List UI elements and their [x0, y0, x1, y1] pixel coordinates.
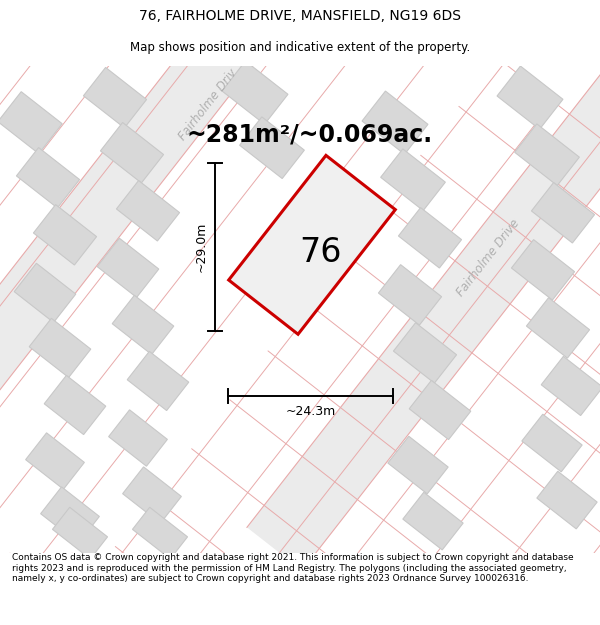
Polygon shape	[52, 508, 107, 559]
Polygon shape	[229, 156, 395, 334]
Polygon shape	[403, 492, 463, 550]
Polygon shape	[398, 208, 461, 268]
Polygon shape	[0, 0, 416, 409]
Polygon shape	[97, 238, 159, 298]
Polygon shape	[112, 295, 174, 354]
Polygon shape	[109, 410, 167, 466]
Text: ~29.0m: ~29.0m	[194, 222, 208, 272]
Text: Fairholme Drive: Fairholme Drive	[454, 217, 522, 299]
Polygon shape	[247, 0, 600, 571]
Text: ~24.3m: ~24.3m	[286, 406, 335, 419]
Polygon shape	[541, 356, 600, 416]
Polygon shape	[16, 148, 80, 208]
Polygon shape	[239, 117, 304, 179]
Polygon shape	[362, 91, 428, 154]
Polygon shape	[122, 467, 181, 523]
Polygon shape	[394, 322, 457, 383]
Polygon shape	[14, 263, 76, 322]
Polygon shape	[26, 433, 85, 489]
Text: Map shows position and indicative extent of the property.: Map shows position and indicative extent…	[130, 41, 470, 54]
Polygon shape	[515, 124, 580, 186]
Polygon shape	[127, 351, 189, 411]
Polygon shape	[34, 204, 97, 265]
Text: 76, FAIRHOLME DRIVE, MANSFIELD, NG19 6DS: 76, FAIRHOLME DRIVE, MANSFIELD, NG19 6DS	[139, 9, 461, 23]
Polygon shape	[497, 66, 563, 129]
Polygon shape	[133, 508, 188, 559]
Polygon shape	[537, 471, 597, 529]
Polygon shape	[0, 92, 62, 154]
Polygon shape	[388, 436, 448, 494]
Polygon shape	[526, 298, 590, 358]
Polygon shape	[379, 264, 442, 325]
Polygon shape	[44, 376, 106, 434]
Text: Fairholme Driv: Fairholme Driv	[176, 66, 240, 143]
Polygon shape	[532, 182, 595, 243]
Polygon shape	[409, 381, 471, 439]
Polygon shape	[100, 122, 164, 183]
Text: 76: 76	[299, 236, 341, 269]
Polygon shape	[83, 68, 146, 128]
Polygon shape	[511, 239, 575, 300]
Polygon shape	[116, 181, 179, 241]
Text: ~281m²/~0.069ac.: ~281m²/~0.069ac.	[187, 122, 433, 147]
Polygon shape	[29, 318, 91, 378]
Polygon shape	[380, 149, 445, 211]
Text: Contains OS data © Crown copyright and database right 2021. This information is : Contains OS data © Crown copyright and d…	[12, 553, 574, 583]
Polygon shape	[41, 487, 100, 543]
Polygon shape	[222, 61, 288, 124]
Polygon shape	[522, 414, 582, 472]
